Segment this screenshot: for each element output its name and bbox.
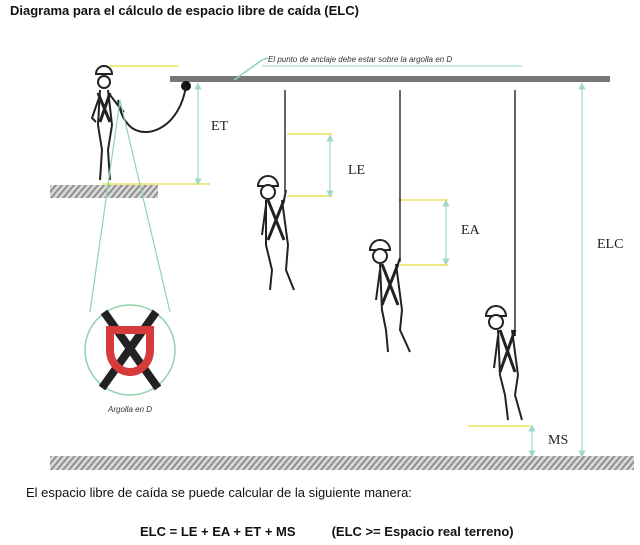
worker-standing [90, 65, 125, 181]
hanging-lanyards [284, 90, 516, 335]
label-et: ET [211, 119, 229, 134]
d-ring [106, 326, 154, 376]
worker-suspended-3 [484, 305, 523, 421]
formula: ELC = LE + EA + ET + MS (ELC >= Espacio r… [140, 524, 514, 539]
lanyard-1 [117, 85, 187, 133]
work-platform [50, 185, 158, 198]
worker-suspended-1 [256, 175, 295, 291]
anchor-note: El punto de anclaje debe estar sobre la … [268, 55, 452, 64]
anchor-note-leader [233, 57, 269, 81]
guide-lines [102, 65, 530, 427]
label-ms: MS [548, 433, 568, 448]
d-ring-detail: Argolla en D [84, 99, 176, 414]
dimension-lines [194, 82, 586, 458]
label-ea: EA [461, 223, 481, 238]
label-elc: ELC [597, 237, 623, 252]
formula-equation: ELC = LE + EA + ET + MS [140, 524, 296, 539]
d-ring-caption: Argolla en D [107, 405, 152, 414]
detail-leader [89, 99, 171, 313]
page-title: Diagrama para el cálculo de espacio libr… [10, 3, 359, 18]
intro-text: El espacio libre de caída se puede calcu… [26, 485, 412, 500]
worker-suspended-2 [368, 239, 411, 353]
label-le: LE [348, 163, 365, 178]
fall-clearance-diagram: El punto de anclaje debe estar sobre la … [50, 55, 634, 470]
formula-condition: (ELC >= Espacio real terreno) [331, 524, 514, 539]
anchor-beam [170, 76, 610, 82]
ground [50, 456, 634, 470]
